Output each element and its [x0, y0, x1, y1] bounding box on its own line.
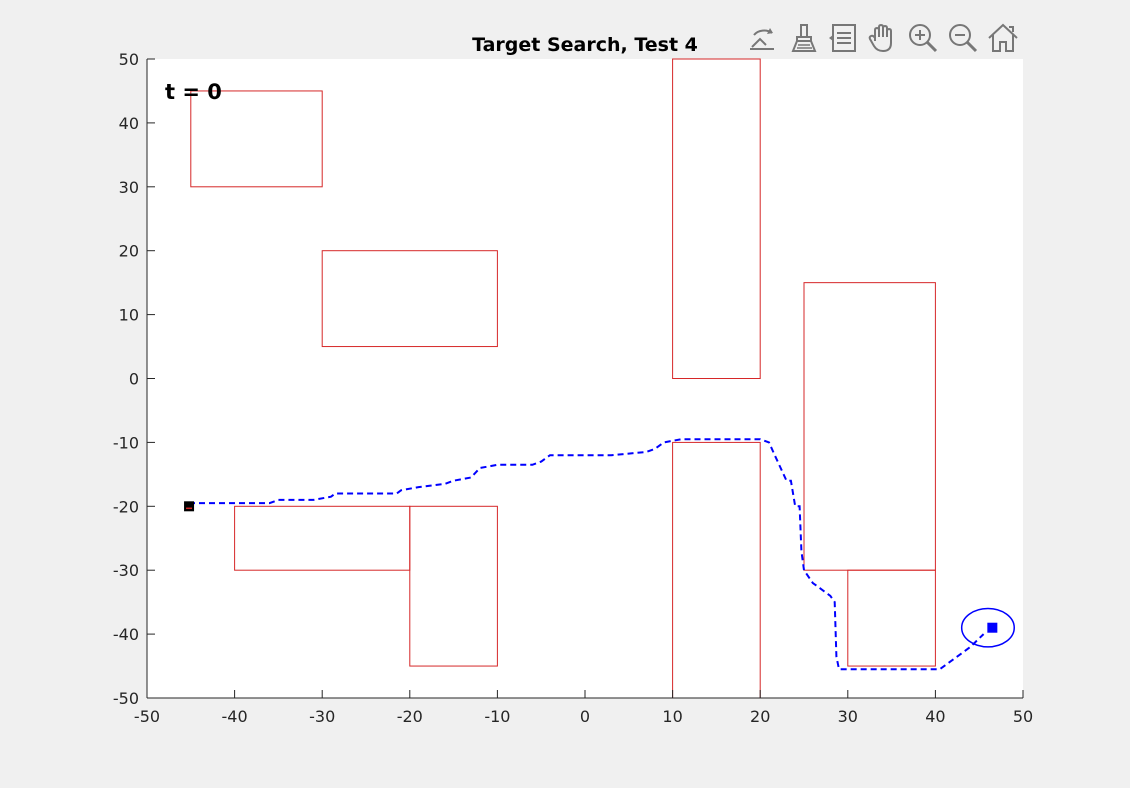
y-tick-label-0: 50 [119, 50, 139, 69]
ticks-layer: -50 -40 -30 -20 -10 0 10 20 30 40 50 50 40 30 20 10 0 -10… [113, 50, 1033, 726]
rotate-tool-button[interactable] [744, 19, 782, 57]
search-path-line [189, 438, 985, 671]
x-tick-label-3: -20 [397, 707, 423, 726]
x-tick-label-1: -40 [222, 707, 248, 726]
zoom-in-tool-button[interactable] [904, 19, 942, 57]
y-tick-label-5: 0 [129, 370, 139, 389]
obstacle-rect-0 [190, 90, 323, 188]
pan-hand-icon [868, 23, 892, 53]
y-tick-label-1: 40 [119, 114, 139, 133]
obstacle-rect-7 [847, 569, 936, 667]
obstacle-rect-5 [409, 505, 498, 667]
y-tick-label-9: -40 [113, 625, 139, 644]
y-tick-label-4: 10 [119, 306, 139, 325]
time-annotation: t = 0 [165, 80, 222, 104]
zoom-out-tool-button[interactable] [944, 19, 982, 57]
obstacles-layer [190, 58, 936, 699]
y-tick-label-2: 30 [119, 178, 139, 197]
y-tick-label-10: -50 [113, 689, 139, 708]
figure-toolbar [744, 18, 1022, 58]
home-tool-button[interactable] [984, 19, 1022, 57]
axes-background [147, 59, 1023, 698]
datatip-tool-button[interactable] [824, 19, 862, 57]
brush-icon [791, 24, 817, 52]
target-marker [987, 622, 998, 633]
brush-tool-button[interactable] [784, 19, 822, 57]
home-icon [988, 23, 1018, 52]
y-tick-label-7: -20 [113, 497, 139, 516]
y-tick-label-3: 20 [119, 242, 139, 261]
x-tick-label-2: -30 [309, 707, 335, 726]
y-tick-label-8: -30 [113, 561, 139, 580]
start-marker [184, 501, 195, 512]
x-tick-label-10: 50 [1013, 707, 1033, 726]
path-layer [184, 438, 1015, 671]
obstacle-rect-2 [672, 58, 761, 379]
x-tick-label-6: 10 [662, 707, 682, 726]
obstacle-rect-1 [321, 250, 498, 348]
y-tick-label-6: -10 [113, 433, 139, 452]
x-tick-label-5: 0 [580, 707, 590, 726]
x-tick-label-8: 30 [838, 707, 858, 726]
datatip-icon [829, 24, 856, 52]
zoom-in-icon [909, 24, 938, 53]
rotate-icon [750, 28, 774, 50]
pan-tool-button[interactable] [864, 19, 902, 57]
chart-title: Target Search, Test 4 [472, 34, 698, 56]
x-tick-label-7: 20 [750, 707, 770, 726]
target-uncertainty-ellipse [960, 607, 1015, 648]
x-tick-label-4: -10 [484, 707, 510, 726]
x-tick-label-0: -50 [134, 707, 160, 726]
x-tick-label-9: 40 [925, 707, 945, 726]
zoom-out-icon [949, 24, 978, 53]
